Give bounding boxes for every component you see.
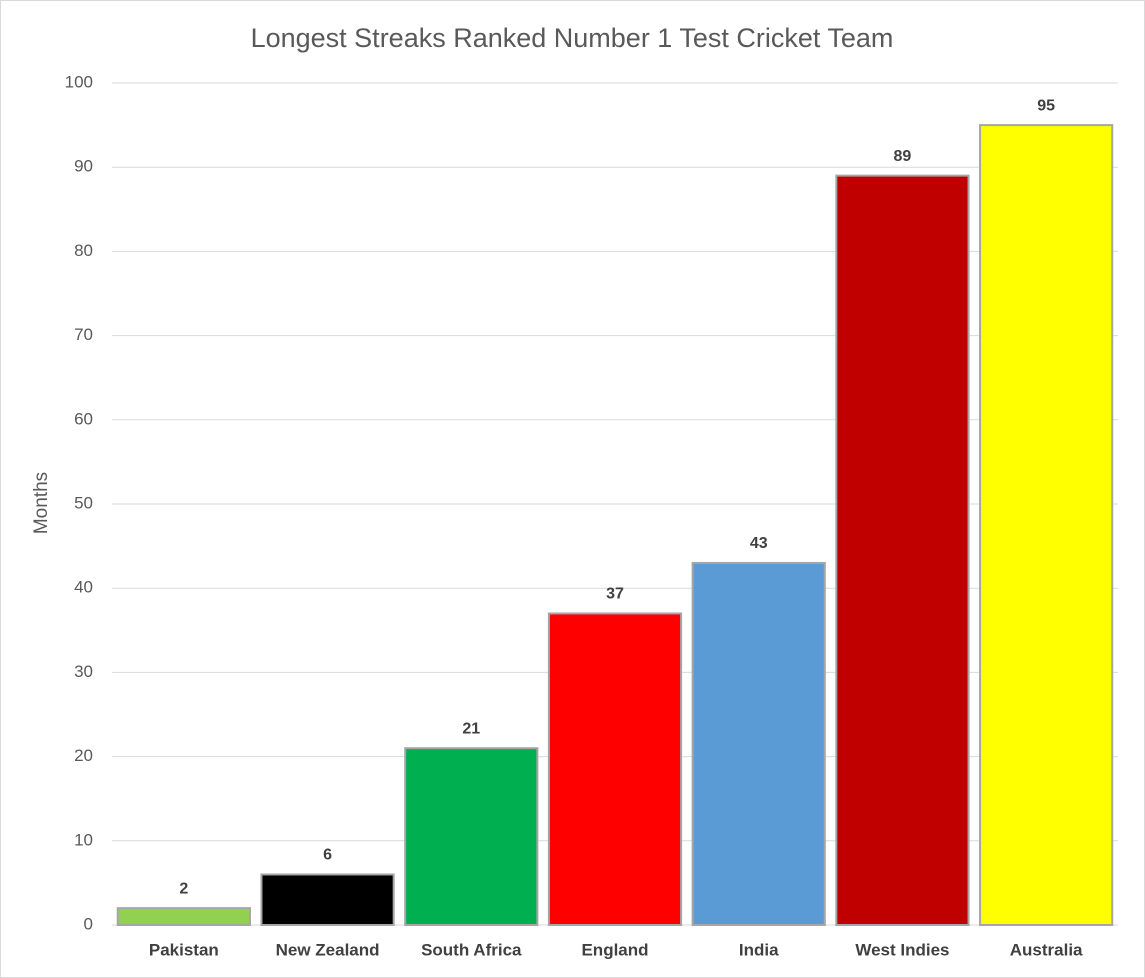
value-label: 6: [323, 847, 332, 864]
value-label: 43: [750, 535, 768, 552]
x-tick-label: England: [581, 940, 648, 959]
bar: [260, 873, 395, 926]
x-tick-label: South Africa: [421, 940, 522, 959]
y-tick-label: 30: [74, 662, 93, 681]
bar: [404, 747, 539, 926]
bar: [835, 174, 970, 926]
bar: [547, 612, 683, 927]
x-tick-label: Australia: [1010, 940, 1083, 959]
y-tick-label: 40: [74, 578, 93, 597]
y-tick-label: 0: [84, 914, 93, 933]
y-tick-label: 100: [65, 72, 93, 91]
value-label: 2: [179, 880, 188, 897]
y-axis-label: Months: [31, 472, 52, 534]
value-label: 21: [462, 720, 480, 737]
value-label: 37: [606, 586, 624, 603]
chart-title: Longest Streaks Ranked Number 1 Test Cri…: [251, 23, 894, 53]
y-tick-label: 60: [74, 409, 93, 428]
x-tick-label: Pakistan: [149, 940, 219, 959]
y-tick-label: 80: [74, 241, 93, 260]
y-tick-label: 90: [74, 157, 93, 176]
y-tick-label: 10: [74, 830, 93, 849]
x-tick-label: New Zealand: [276, 940, 380, 959]
bar: [979, 124, 1114, 927]
x-tick-label: India: [739, 940, 779, 959]
value-label: 89: [894, 148, 912, 165]
bar: [691, 561, 826, 926]
y-tick-label: 20: [74, 746, 93, 765]
y-tick-label: 70: [74, 325, 93, 344]
value-label: 95: [1037, 97, 1055, 114]
bar: [116, 907, 251, 926]
y-tick-label: 50: [74, 493, 93, 512]
x-tick-label: West Indies: [855, 940, 949, 959]
